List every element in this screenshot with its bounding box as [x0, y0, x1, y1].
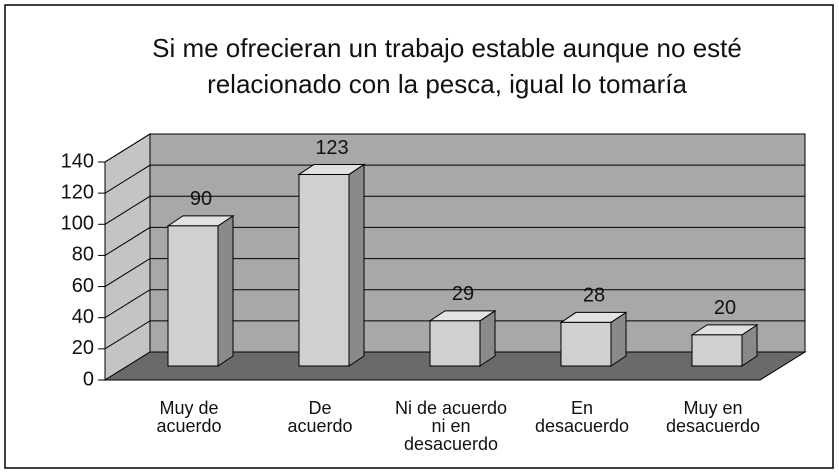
x-tick-label: Muy de: [159, 398, 218, 418]
y-tick-label: 120: [61, 181, 94, 203]
chart-title: Si me ofrecieran un trabajo estable aunq…: [152, 33, 742, 63]
grid-line: [104, 133, 805, 163]
grid-line: [104, 258, 805, 287]
grid-line: [104, 164, 805, 194]
x-tick-label: desacuerdo: [666, 416, 760, 436]
bar: [560, 321, 612, 367]
grid-line: [104, 195, 805, 225]
x-tick-label: Muy en: [683, 398, 742, 418]
value-label: 123: [315, 137, 348, 159]
x-tick-label: desacuerdo: [404, 434, 498, 454]
bar-side: [348, 163, 365, 367]
y-tick-label: 80: [72, 244, 94, 266]
bar-side: [217, 214, 234, 367]
y-tick-label: 40: [72, 306, 94, 328]
y-tick-label: 100: [61, 213, 94, 235]
grid-line: [104, 289, 805, 319]
bar: [167, 225, 219, 367]
value-label: 90: [190, 188, 212, 210]
chart-title: relacionado con la pesca, igual lo tomar…: [207, 69, 687, 99]
grid-line: [104, 226, 805, 256]
y-tick-label: 140: [61, 150, 94, 172]
y-tick-label: 60: [72, 275, 94, 297]
x-tick-label: ni en: [431, 416, 470, 436]
y-tick-label: 20: [72, 337, 94, 359]
bar: [429, 320, 481, 367]
x-tick-label: De: [308, 398, 331, 418]
x-tick-label: acuerdo: [156, 416, 221, 436]
bar: [691, 334, 743, 367]
left-wall: [104, 133, 151, 381]
value-label: 28: [583, 285, 605, 307]
bar: [298, 173, 350, 367]
x-tick-label: Ni de acuerdo: [395, 398, 507, 418]
x-tick-label: desacuerdo: [535, 416, 629, 436]
y-tick-label: 0: [83, 368, 94, 390]
x-tick-label: En: [571, 398, 593, 418]
value-label: 20: [714, 297, 736, 319]
value-label: 29: [452, 283, 474, 305]
x-tick-label: acuerdo: [287, 416, 352, 436]
